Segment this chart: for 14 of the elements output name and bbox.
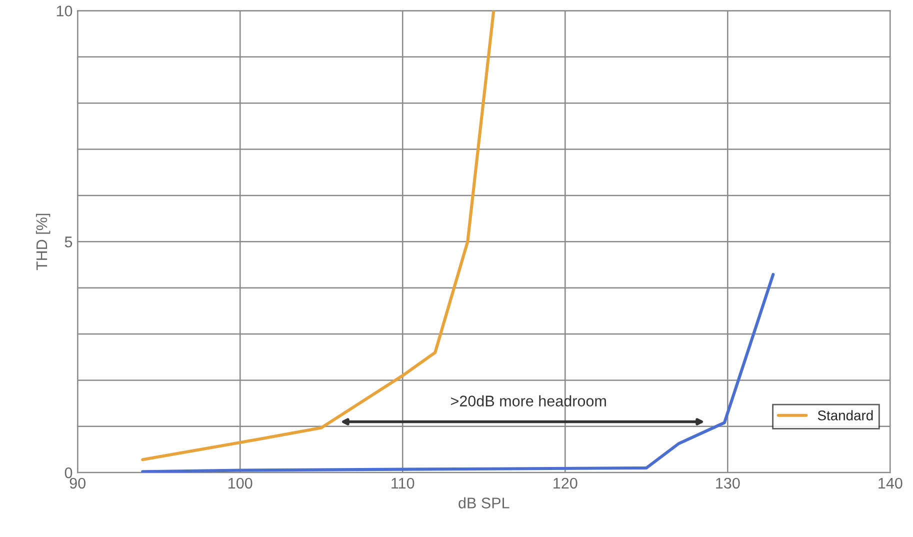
legend-label: Standard	[818, 410, 873, 420]
x-tick-label: 100	[228, 478, 252, 489]
x-tick-label: 110	[392, 478, 414, 489]
line-series	[141, 272, 775, 473]
x-axis-title: dB SPL	[458, 497, 510, 508]
x-tick-label: 90	[70, 478, 86, 489]
x-tick-label: 140	[878, 478, 902, 489]
x-tick-label: 130	[716, 478, 740, 489]
y-tick-label: 10	[56, 6, 72, 16]
y-tick-label: 0	[64, 467, 72, 478]
x-tick-label: 120	[554, 478, 578, 489]
y-axis-title: THD [%]	[36, 214, 50, 270]
line-series	[141, 10, 496, 462]
y-tick-label: 5	[64, 236, 72, 248]
